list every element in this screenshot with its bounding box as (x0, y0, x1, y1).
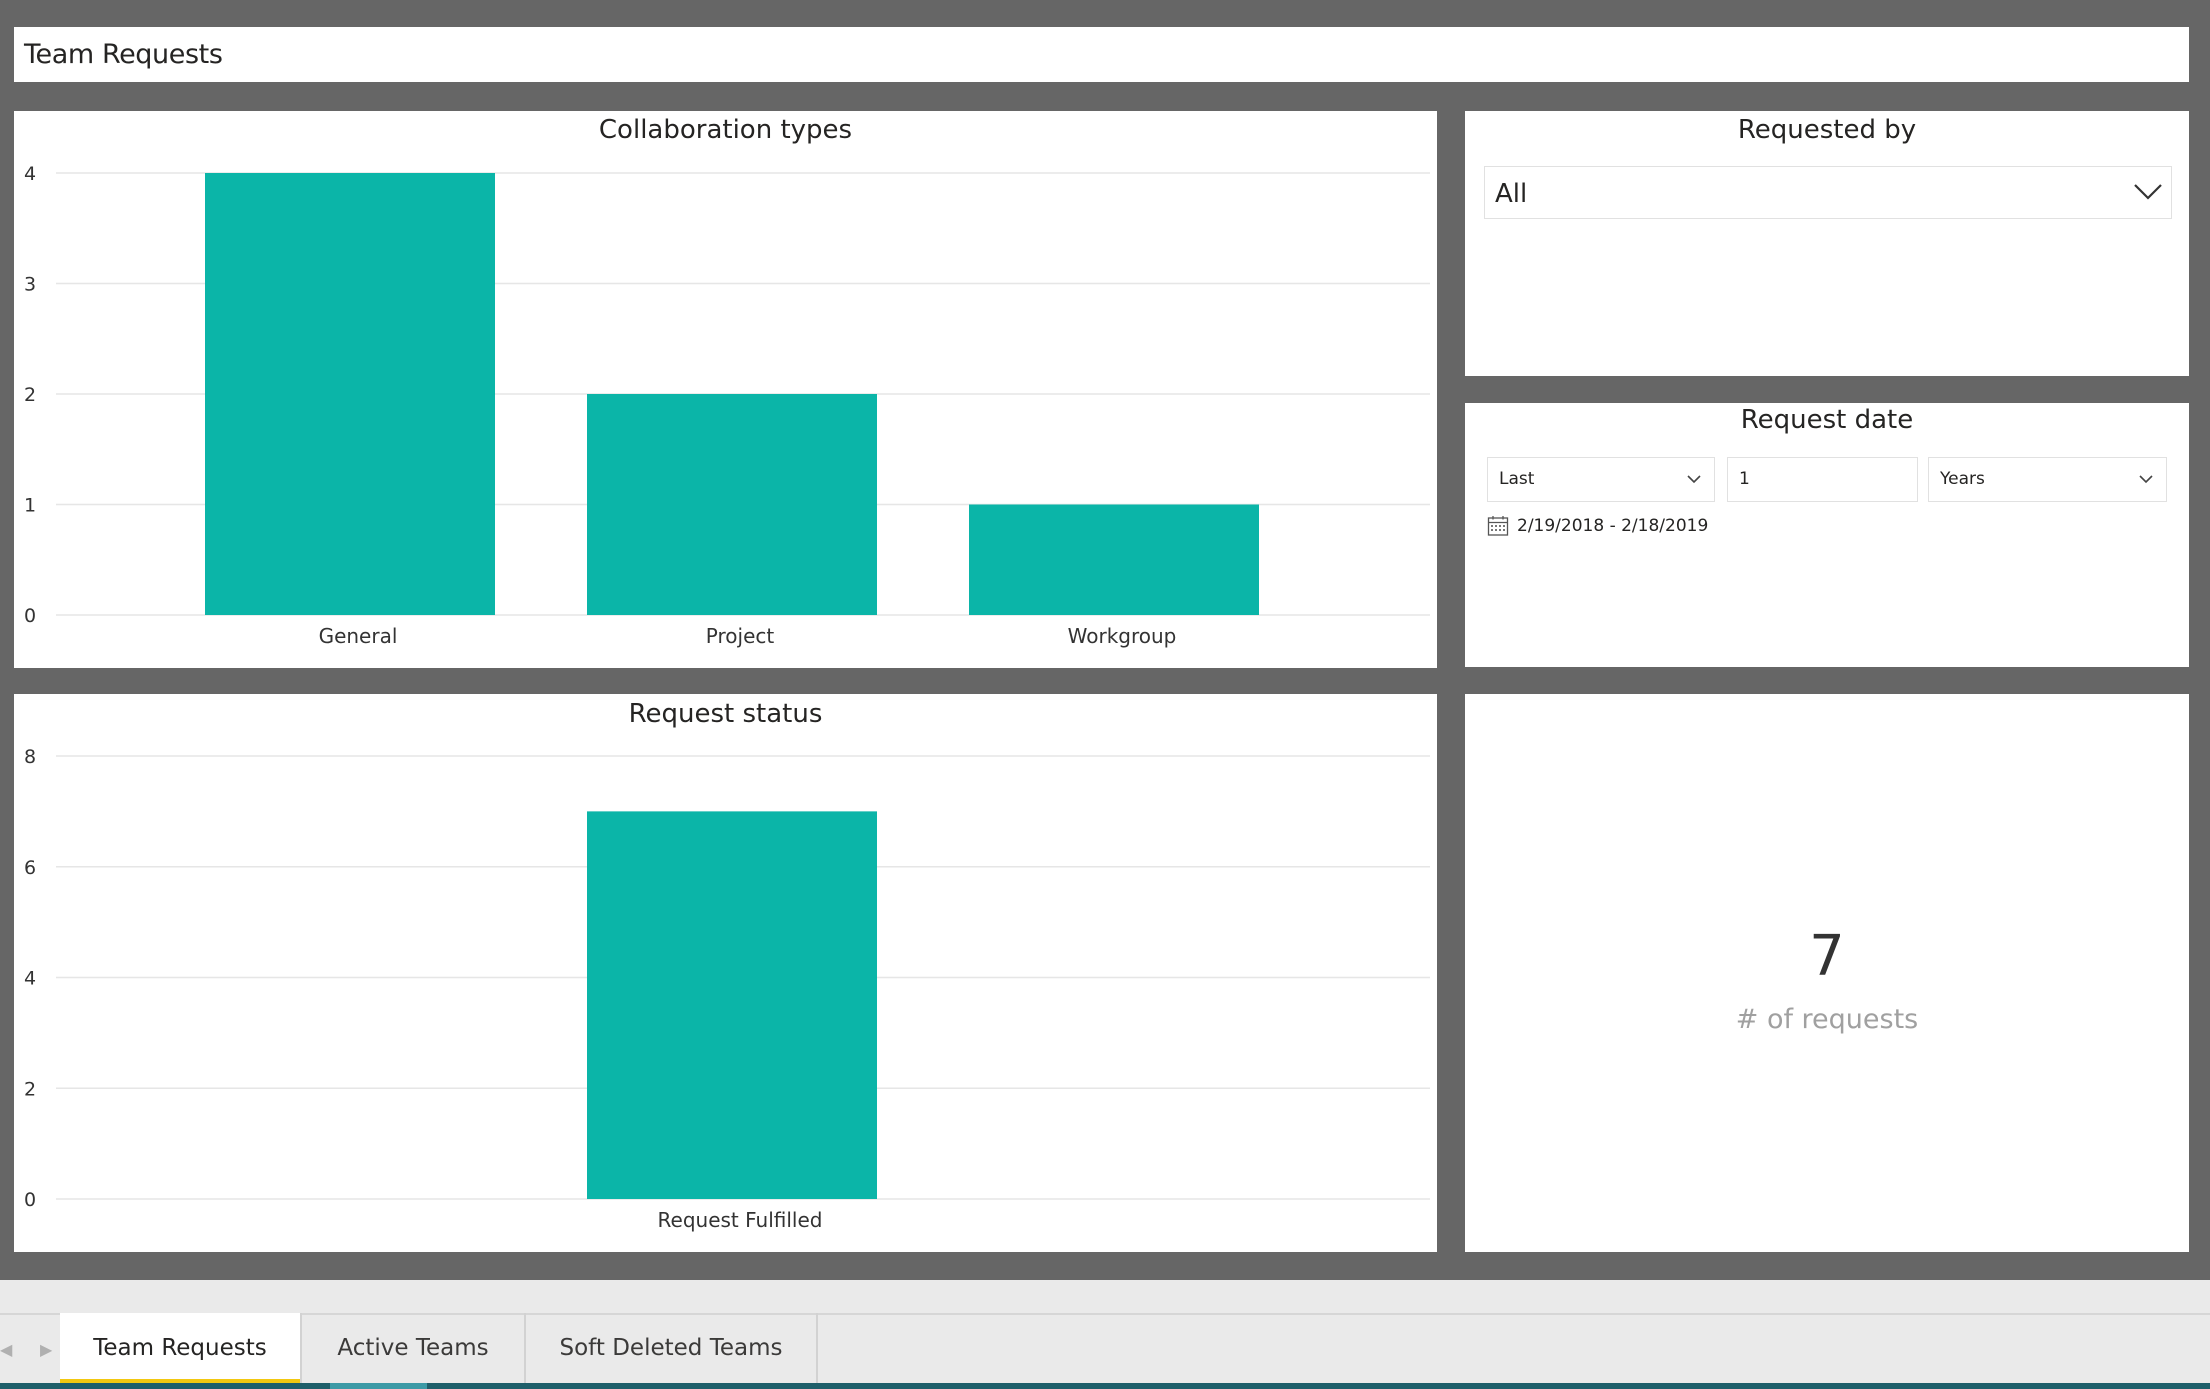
chart-title: Collaboration types (598, 115, 853, 145)
y-tick-label: 8 (24, 746, 36, 768)
y-tick-label: 6 (24, 857, 36, 879)
y-tick-label: 2 (24, 1078, 36, 1100)
requested-by-value: All (1495, 179, 1528, 209)
relative-unit-dropdown[interactable]: Years (1928, 457, 2167, 502)
requests-count-card[interactable]: 7 # of requests (1465, 694, 2189, 1252)
tab-label: Active Teams (337, 1335, 489, 1361)
next-page-arrow-icon[interactable]: ▶ (40, 1340, 53, 1359)
x-tick-label: Request Fulfilled (658, 1208, 823, 1232)
relative-unit-value: Years (1940, 469, 1985, 489)
y-tick-label: 3 (24, 274, 36, 296)
tab-team-requests[interactable]: Team Requests (60, 1313, 302, 1383)
request-status-chart-svg: 0 2 4 6 8 Request Fulfilled (24, 746, 1430, 1232)
x-tick-label: Project (706, 624, 775, 648)
x-tick-label: Workgroup (1068, 624, 1177, 648)
slicer-title: Requested by (1737, 115, 1917, 145)
y-tick-label: 4 (24, 968, 36, 990)
status-bar-accent (330, 1383, 427, 1389)
relative-count-value: 1 (1739, 469, 1750, 489)
request-date-slicer: Request date Last 1 Years 2/19/2018 - 2/… (1465, 403, 2189, 667)
page-title: Team Requests (24, 39, 223, 70)
tab-active-teams[interactable]: Active Teams (302, 1313, 526, 1383)
date-range-text: 2/19/2018 - 2/18/2019 (1517, 516, 1709, 536)
prev-page-arrow-icon[interactable]: ◀ (0, 1340, 13, 1359)
requested-by-dropdown[interactable]: All (1484, 166, 2172, 219)
date-range: 2/19/2018 - 2/18/2019 (1487, 515, 1708, 537)
tab-label: Team Requests (93, 1335, 267, 1361)
y-tick-label: 2 (24, 384, 36, 406)
chevron-down-icon (2139, 475, 2153, 484)
chart-title: Request status (628, 699, 823, 729)
collaboration-types-chart[interactable]: Collaboration types 0 1 2 3 4 General Project W… (14, 111, 1437, 668)
bar-workgroup[interactable] (969, 504, 1259, 616)
bar-project[interactable] (587, 394, 877, 615)
request-status-chart[interactable]: Request status 0 2 4 6 8 Request Fulfilled (14, 694, 1437, 1252)
collaboration-types-chart-svg: 0 1 2 3 4 General Project Workgroup (24, 163, 1430, 648)
bar-request-fulfilled[interactable] (587, 811, 877, 1199)
chevron-down-icon (1687, 475, 1701, 484)
page-tab-strip (0, 1280, 2210, 1389)
tab-soft-deleted-teams[interactable]: Soft Deleted Teams (526, 1313, 818, 1383)
y-tick-label: 0 (24, 1189, 36, 1211)
relative-mode-dropdown[interactable]: Last (1487, 457, 1715, 502)
relative-mode-value: Last (1499, 469, 1535, 489)
card-value: 7 (1809, 924, 1845, 989)
tab-label: Soft Deleted Teams (559, 1335, 783, 1361)
x-tick-label: General (319, 624, 398, 648)
slicer-title: Request date (1740, 405, 1914, 435)
card-label: # of requests (1735, 1004, 1919, 1035)
y-tick-label: 0 (24, 605, 36, 627)
page-title-bar: Team Requests (14, 27, 2189, 82)
requested-by-slicer: Requested by All (1465, 111, 2189, 376)
status-bar (0, 1383, 2210, 1389)
y-tick-label: 4 (24, 163, 36, 185)
y-tick-label: 1 (24, 495, 36, 517)
relative-count-input[interactable]: 1 (1727, 457, 1918, 502)
bar-general[interactable] (205, 173, 495, 615)
chevron-down-icon (2134, 184, 2162, 200)
tab-bar-divider (0, 1313, 2210, 1315)
calendar-icon (1487, 516, 1509, 536)
